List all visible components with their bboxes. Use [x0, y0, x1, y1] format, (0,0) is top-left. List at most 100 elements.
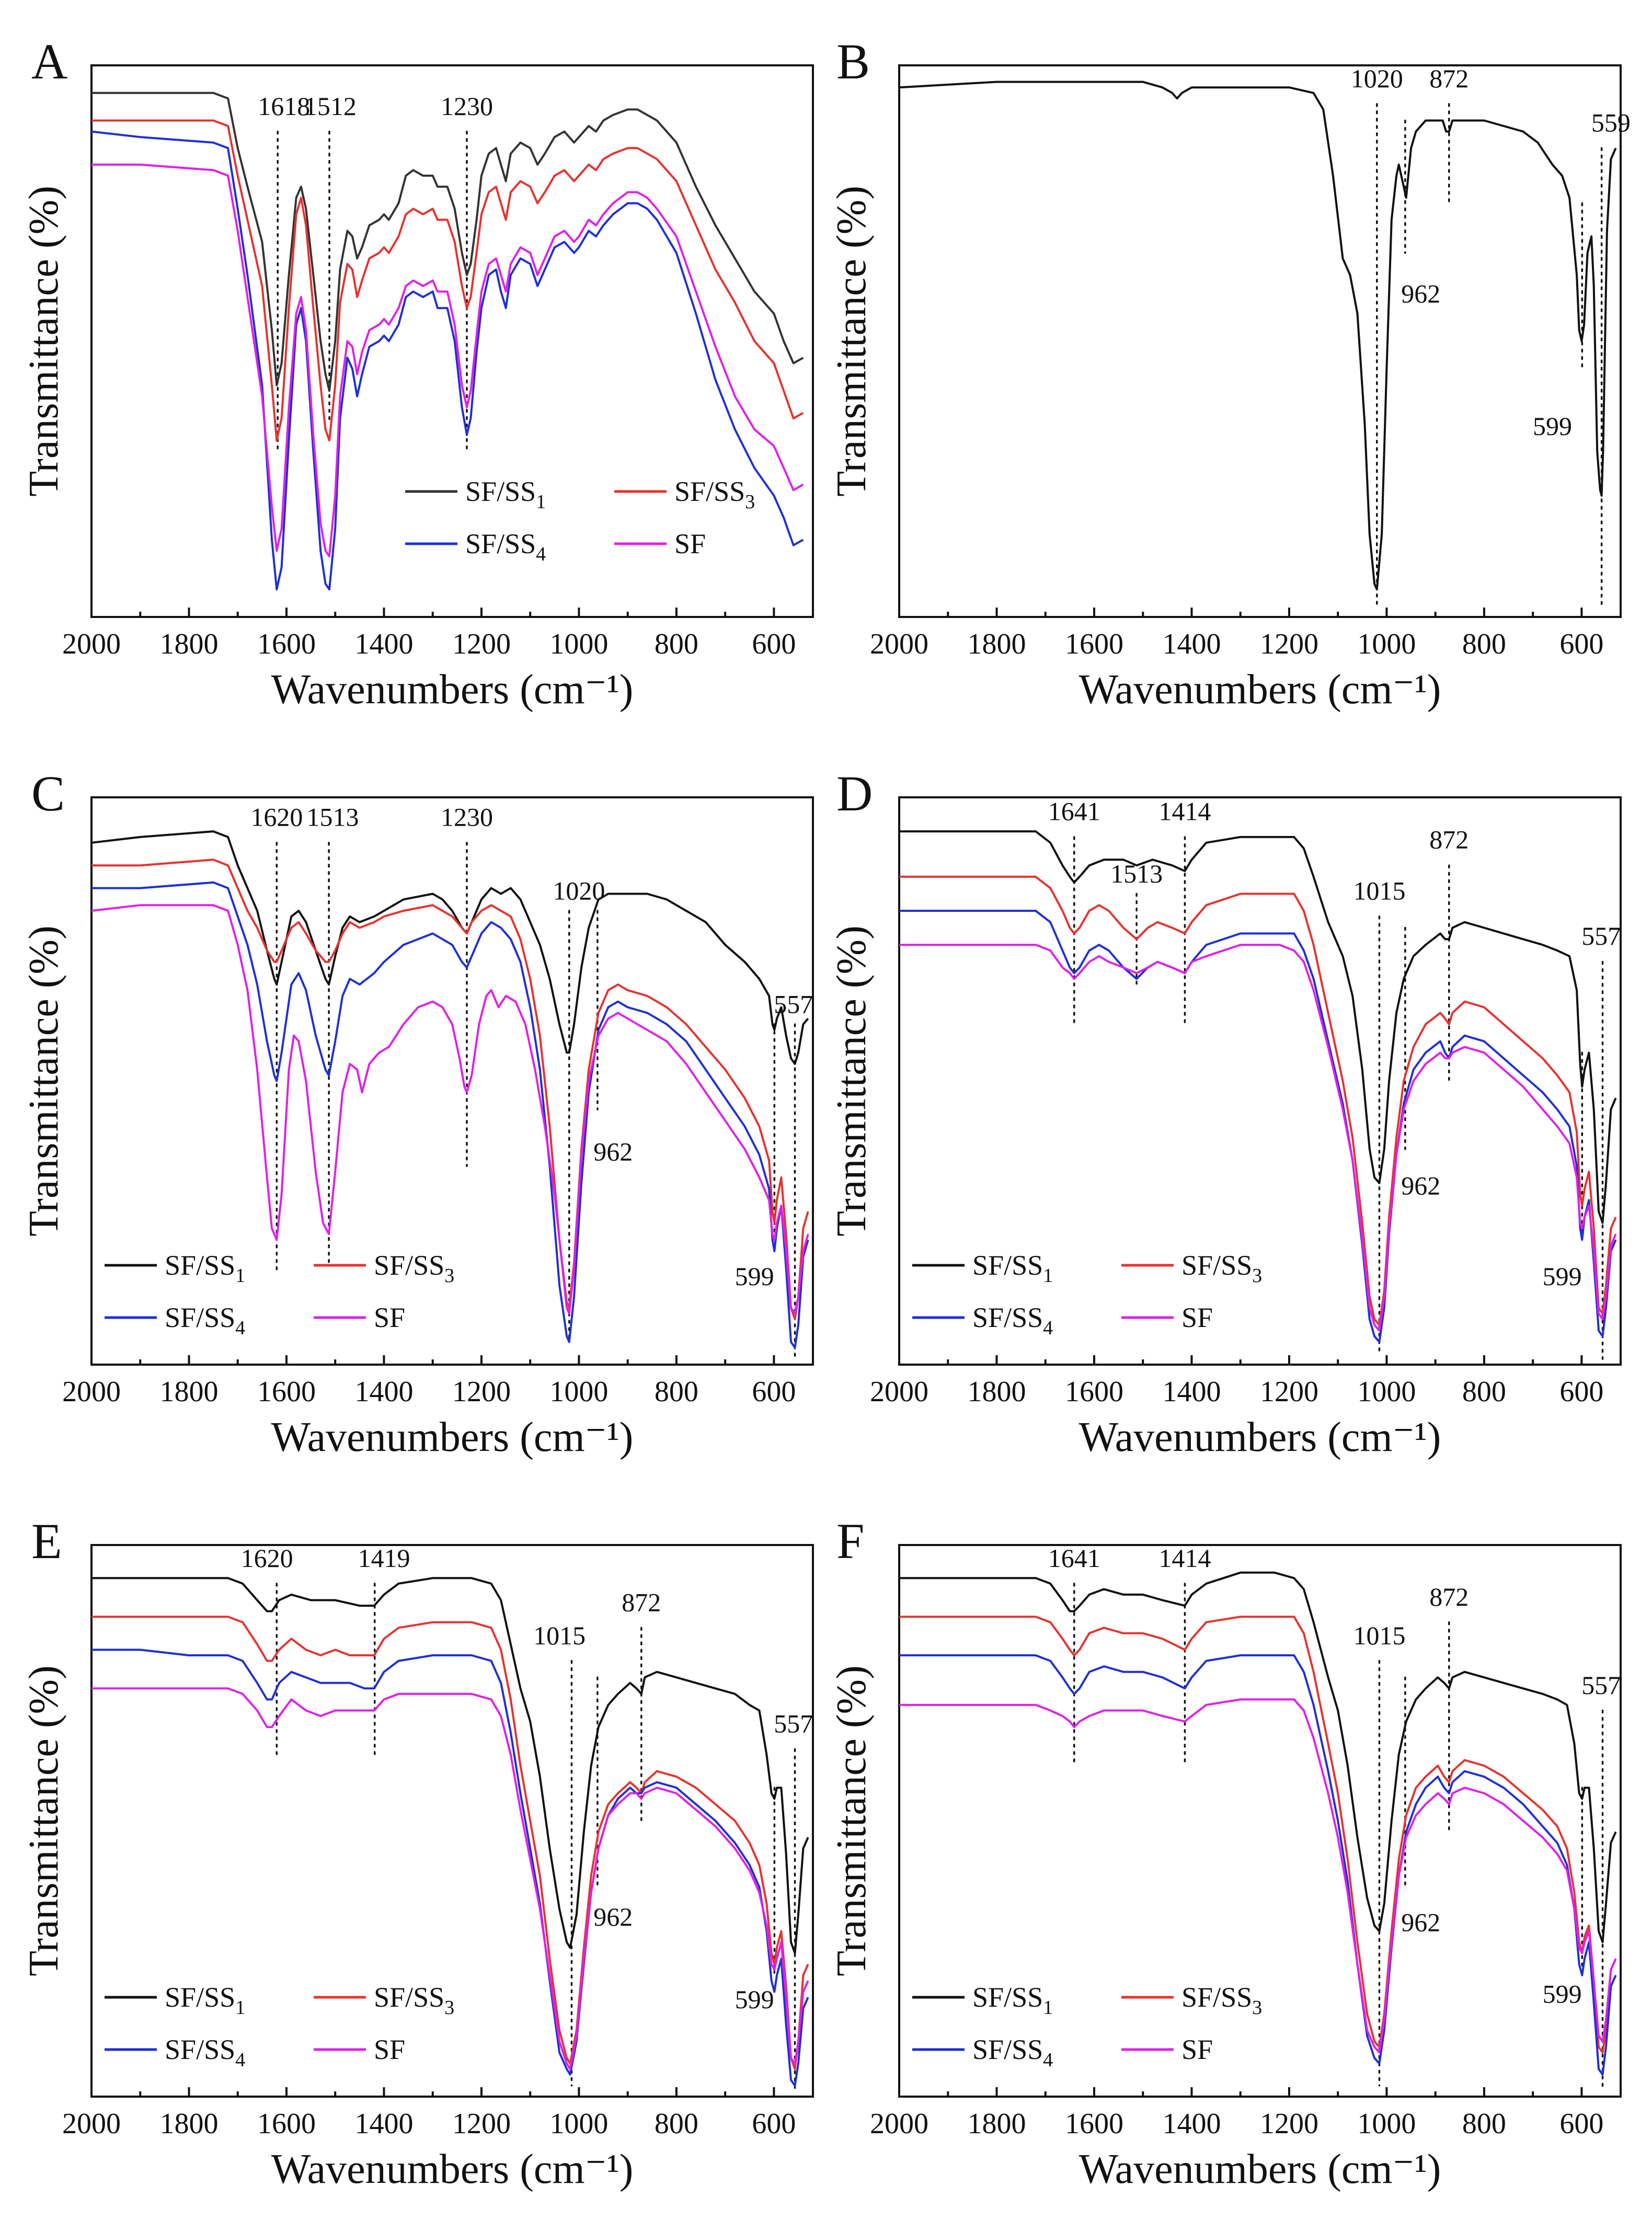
legend-label: SF/SS3 — [1181, 1250, 1262, 1287]
plot-frame — [90, 64, 814, 618]
peak-label: 599 — [1543, 1979, 1582, 2009]
legend-label-subscript: 1 — [235, 1265, 245, 1287]
legend-label-subscript: 4 — [536, 543, 546, 565]
legend-label-subscript: 4 — [1043, 2049, 1053, 2071]
legend-label: SF/SS4 — [465, 528, 546, 565]
series-line-sf-ss4 — [91, 881, 809, 1349]
x-tick-label: 1800 — [967, 2108, 1026, 2140]
peak-label: 1641 — [1048, 796, 1100, 826]
legend-label-name: SF/SS — [972, 1250, 1043, 1281]
legend-label-name: SF/SS — [165, 1302, 235, 1333]
legend-label-name: SF/SS — [465, 528, 536, 559]
legend-label-subscript: 4 — [235, 1317, 245, 1339]
legend-label-name: SF — [674, 528, 706, 559]
panel-f: F 2000 1800 1600 1400 1200 1000 800 600 Wavenumbe… — [829, 1513, 1622, 2192]
peak-label: 962 — [1401, 1908, 1440, 1937]
peak-label: 1513 — [307, 802, 359, 831]
x-tick-label: 1200 — [1260, 2108, 1318, 2140]
x-tick-label: 1000 — [549, 628, 608, 660]
peak-label: 1419 — [358, 1543, 410, 1573]
peak-label: 557 — [1581, 921, 1621, 951]
legend-label: SF/SS3 — [1181, 1982, 1262, 2019]
peak-label: 1015 — [1353, 876, 1405, 905]
legend-label: SF — [1181, 1302, 1213, 1333]
x-axis-title: Wavenumbers (cm⁻¹) — [271, 1414, 634, 1460]
series-line-sf-ss3 — [899, 875, 1617, 1326]
x-tick-label: 1000 — [549, 2108, 608, 2140]
peak-label: 1414 — [1158, 1543, 1211, 1573]
x-tick-label: 1600 — [257, 2108, 316, 2140]
y-axis-title: Transmittance (%) — [21, 1665, 67, 1976]
y-axis-title: Transmittance (%) — [829, 925, 875, 1237]
x-tick-label: 1600 — [1065, 628, 1123, 660]
series-line-sf — [899, 944, 1617, 1332]
peak-label: 962 — [1401, 279, 1440, 308]
series-line-sf — [91, 163, 804, 557]
x-tick-label: 1800 — [159, 1376, 218, 1408]
legend-label: SF/SS3 — [374, 1250, 454, 1287]
legend-label-name: SF — [1181, 1302, 1213, 1333]
panel-letter: C — [31, 765, 65, 821]
x-tick-label: 1800 — [159, 628, 218, 660]
x-tick-label: 2000 — [870, 628, 928, 660]
x-tick-label: 1400 — [354, 1376, 413, 1408]
plot-frame — [90, 1544, 814, 2098]
peak-label: 1020 — [553, 876, 605, 905]
legend-label-name: SF/SS — [165, 2034, 235, 2065]
peak-label: 872 — [622, 1588, 661, 1617]
legend-label: SF/SS1 — [165, 1982, 245, 2019]
peak-label: 1620 — [241, 1543, 293, 1573]
peak-label: 599 — [1543, 1262, 1582, 1291]
legend-label-subscript: 1 — [1043, 1997, 1053, 2019]
x-tick-label: 1000 — [1357, 2108, 1416, 2140]
x-tick-label: 600 — [1559, 1376, 1603, 1408]
panel-c: C 2000 1800 1600 1400 1200 1000 800 600 Wavenumbe… — [21, 765, 814, 1460]
legend-label-name: SF/SS — [374, 1982, 444, 2013]
x-tick-label: 800 — [655, 2108, 698, 2140]
series-line-sf-ss1 — [91, 91, 804, 392]
peak-label: 557 — [774, 989, 813, 1019]
x-axis-title: Wavenumbers (cm⁻¹) — [271, 2146, 634, 2192]
x-tick-label: 1800 — [967, 628, 1026, 660]
panel-b: B 2000 1800 1600 1400 1200 1000 800 600 Wavenumbe… — [829, 33, 1631, 713]
legend-label-name: SF — [374, 1302, 405, 1333]
legend-label: SF — [674, 528, 706, 559]
legend-label: SF/SS4 — [165, 1302, 245, 1339]
panel-letter: B — [836, 33, 870, 89]
peak-label: 1015 — [1353, 1621, 1405, 1650]
legend-label-subscript: 3 — [1252, 1265, 1262, 1287]
y-axis-title: Transmittance (%) — [829, 1665, 875, 1976]
y-axis-title: Transmittance (%) — [829, 186, 875, 497]
x-tick-label: 600 — [1559, 2108, 1603, 2140]
x-tick-label: 800 — [1462, 628, 1506, 660]
x-tick-label: 1800 — [967, 1376, 1026, 1408]
legend-label: SF — [374, 2034, 405, 2065]
x-tick-label: 1000 — [549, 1376, 608, 1408]
legend-label-name: SF/SS — [972, 2034, 1043, 2065]
x-tick-label: 2000 — [62, 2108, 121, 2140]
legend-label: SF/SS3 — [374, 1982, 454, 2019]
x-axis-title: Wavenumbers (cm⁻¹) — [1079, 2146, 1441, 2192]
legend-label: SF — [374, 1302, 405, 1333]
series-line-sf-ss1 — [899, 830, 1617, 1224]
series-line-sf — [899, 1698, 1617, 2054]
legend-label: SF — [1181, 2034, 1213, 2065]
x-tick-label: 800 — [1462, 2108, 1506, 2140]
x-tick-label: 1600 — [257, 1376, 316, 1408]
panel-letter: E — [31, 1513, 62, 1569]
series-line-sf-ss1 — [91, 1577, 809, 1954]
series-line-sf-ss4 — [899, 1654, 1617, 2076]
series-line-sf-ss3 — [91, 1616, 809, 2070]
legend-label-name: SF/SS — [165, 1250, 235, 1281]
peak-label: 1641 — [1048, 1543, 1100, 1573]
plot-frame — [898, 1544, 1622, 2098]
peak-label: 962 — [1401, 1171, 1440, 1200]
legend-label-subscript: 1 — [536, 491, 546, 513]
peak-label: 599 — [1533, 411, 1572, 441]
x-tick-label: 1400 — [354, 628, 413, 660]
series-line-sf — [91, 1687, 809, 2070]
x-tick-label: 600 — [752, 628, 796, 660]
legend-label-name: SF — [1181, 2034, 1213, 2065]
